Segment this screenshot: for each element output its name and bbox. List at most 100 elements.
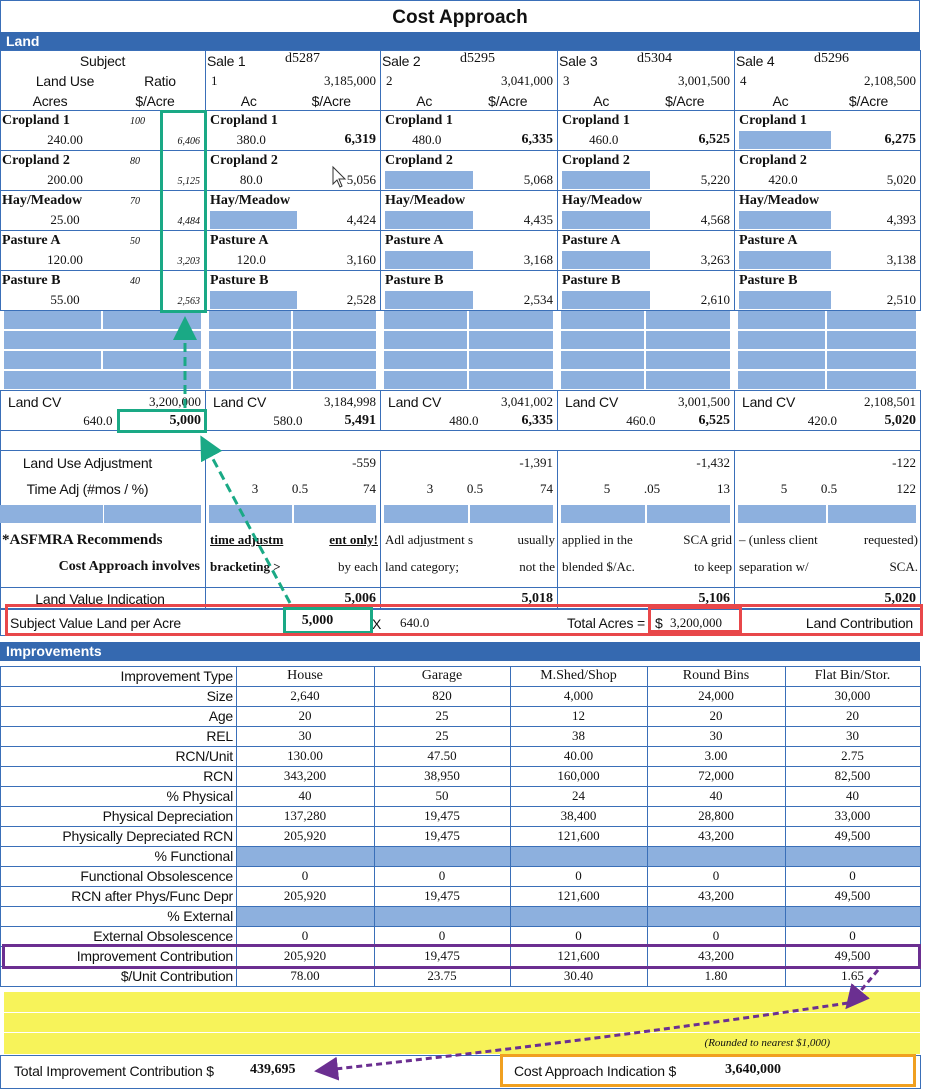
blank-input-cell[interactable]	[738, 331, 825, 349]
land-use-name: Pasture A	[385, 233, 444, 248]
improvement-value: 121,600	[557, 948, 600, 963]
improvement-value: 38,950	[424, 768, 460, 783]
blank-input-cell[interactable]	[827, 311, 916, 329]
blank-input-cell[interactable]	[738, 371, 825, 389]
sale-price: 2,108,500	[864, 73, 916, 88]
acres-input[interactable]	[739, 291, 831, 309]
improvement-input-cell[interactable]	[785, 846, 921, 867]
blank-input-cell[interactable]	[209, 351, 291, 369]
blank-input-cell[interactable]	[4, 331, 121, 349]
improvement-input-cell[interactable]	[647, 846, 786, 867]
blank-input-cell[interactable]	[384, 351, 467, 369]
acres-input[interactable]	[562, 251, 650, 269]
improvement-input-cell[interactable]	[374, 846, 511, 867]
acres-input[interactable]	[562, 291, 650, 309]
blank-input-cell[interactable]	[384, 331, 467, 349]
blank-input-cell[interactable]	[102, 311, 201, 329]
sale-per-acre: 3,168	[523, 252, 553, 267]
blank-input-cell[interactable]	[468, 351, 553, 369]
ac-label: Ac	[240, 93, 257, 109]
acres-input[interactable]	[385, 171, 473, 189]
blank-input-cell[interactable]	[292, 371, 376, 389]
blank-input-cell[interactable]	[645, 371, 730, 389]
adjustment-input[interactable]	[469, 505, 553, 523]
blank-input-cell[interactable]	[561, 371, 644, 389]
improvement-input-cell[interactable]	[647, 906, 786, 927]
note-text: SCA grid	[683, 532, 732, 547]
sale-per-acre: 3,263	[700, 252, 730, 267]
improvement-input-cell[interactable]	[785, 906, 921, 927]
acres-input[interactable]	[385, 251, 473, 269]
blank-input-cell[interactable]	[468, 331, 553, 349]
improvement-input-cell[interactable]	[510, 846, 648, 867]
improvement-value: 30	[846, 728, 859, 743]
blank-input-cell[interactable]	[209, 331, 291, 349]
note-text: SCA.	[889, 559, 918, 574]
blank-input-cell[interactable]	[738, 311, 825, 329]
blank-input-cell[interactable]	[292, 331, 376, 349]
sale-land-use-row	[380, 270, 558, 311]
adjustment-input[interactable]	[384, 505, 468, 523]
adjustment-input[interactable]	[646, 505, 730, 523]
blank-input-cell[interactable]	[561, 311, 644, 329]
ac-label: Ac	[593, 93, 610, 109]
acres-input[interactable]	[562, 211, 650, 229]
acres-input[interactable]	[385, 291, 473, 309]
blank-input-cell[interactable]	[4, 311, 101, 329]
sale-per-acre: 5,220	[700, 172, 730, 187]
blank-input-cell[interactable]	[468, 311, 553, 329]
blank-input-cell[interactable]	[292, 351, 376, 369]
blank-input-cell[interactable]	[4, 371, 121, 389]
acres-input[interactable]	[385, 211, 473, 229]
blank-input-cell[interactable]	[4, 351, 101, 369]
sale-land-use-row	[205, 150, 381, 191]
acres-input[interactable]	[739, 251, 831, 269]
subject-per-acre: 2,563	[177, 296, 201, 307]
blank-input-cell[interactable]	[292, 311, 376, 329]
blank-input-cell[interactable]	[102, 351, 201, 369]
improvement-value: 33,000	[834, 808, 871, 823]
acres-input[interactable]	[739, 131, 831, 149]
blank-input-cell[interactable]	[645, 331, 730, 349]
acres-input[interactable]	[739, 211, 831, 229]
adjustment-input[interactable]	[828, 505, 916, 523]
adjustment-input[interactable]	[0, 505, 103, 523]
blank-input-cell[interactable]	[827, 351, 916, 369]
blank-input-cell[interactable]	[102, 331, 201, 349]
land-use-name: Pasture B	[385, 273, 444, 288]
acres-input[interactable]	[210, 291, 297, 309]
acres-input[interactable]	[562, 171, 650, 189]
adjustment-input[interactable]	[293, 505, 376, 523]
blank-input-cell[interactable]	[645, 311, 730, 329]
blank-input-cell[interactable]	[738, 351, 825, 369]
land-use-name: Pasture A	[739, 233, 798, 248]
adjustment-input[interactable]	[103, 505, 201, 523]
blank-input-cell[interactable]	[384, 311, 467, 329]
blank-input-cell[interactable]	[827, 371, 916, 389]
ac-label: Ac	[416, 93, 433, 109]
blank-input-cell[interactable]	[209, 371, 291, 389]
adjustment-input[interactable]	[561, 505, 645, 523]
improvement-input-cell[interactable]	[236, 846, 375, 867]
blank-input-cell[interactable]	[827, 331, 916, 349]
acres-input[interactable]	[210, 211, 297, 229]
note-text: – (unless client	[739, 532, 818, 547]
blank-input-cell[interactable]	[468, 371, 553, 389]
subject-per-acre: 6,406	[177, 136, 201, 147]
blank-input-cell[interactable]	[561, 351, 644, 369]
blank-input-cell[interactable]	[209, 311, 291, 329]
adjustment-input[interactable]	[209, 505, 292, 523]
blank-input-cell[interactable]	[561, 331, 644, 349]
subject-land-use-row	[0, 150, 206, 191]
improvement-input-cell[interactable]	[236, 906, 375, 927]
land-cv-per-acre: 5,020	[884, 413, 917, 428]
adjustment-input[interactable]	[738, 505, 826, 523]
land-cv-label: Land CV	[565, 394, 619, 410]
improvement-value: 130.00	[287, 748, 323, 763]
improvement-input-cell[interactable]	[510, 906, 648, 927]
blank-input-cell[interactable]	[102, 371, 201, 389]
land-use-name: Hay/Meadow	[562, 193, 643, 208]
blank-input-cell[interactable]	[384, 371, 467, 389]
improvement-input-cell[interactable]	[374, 906, 511, 927]
blank-input-cell[interactable]	[645, 351, 730, 369]
